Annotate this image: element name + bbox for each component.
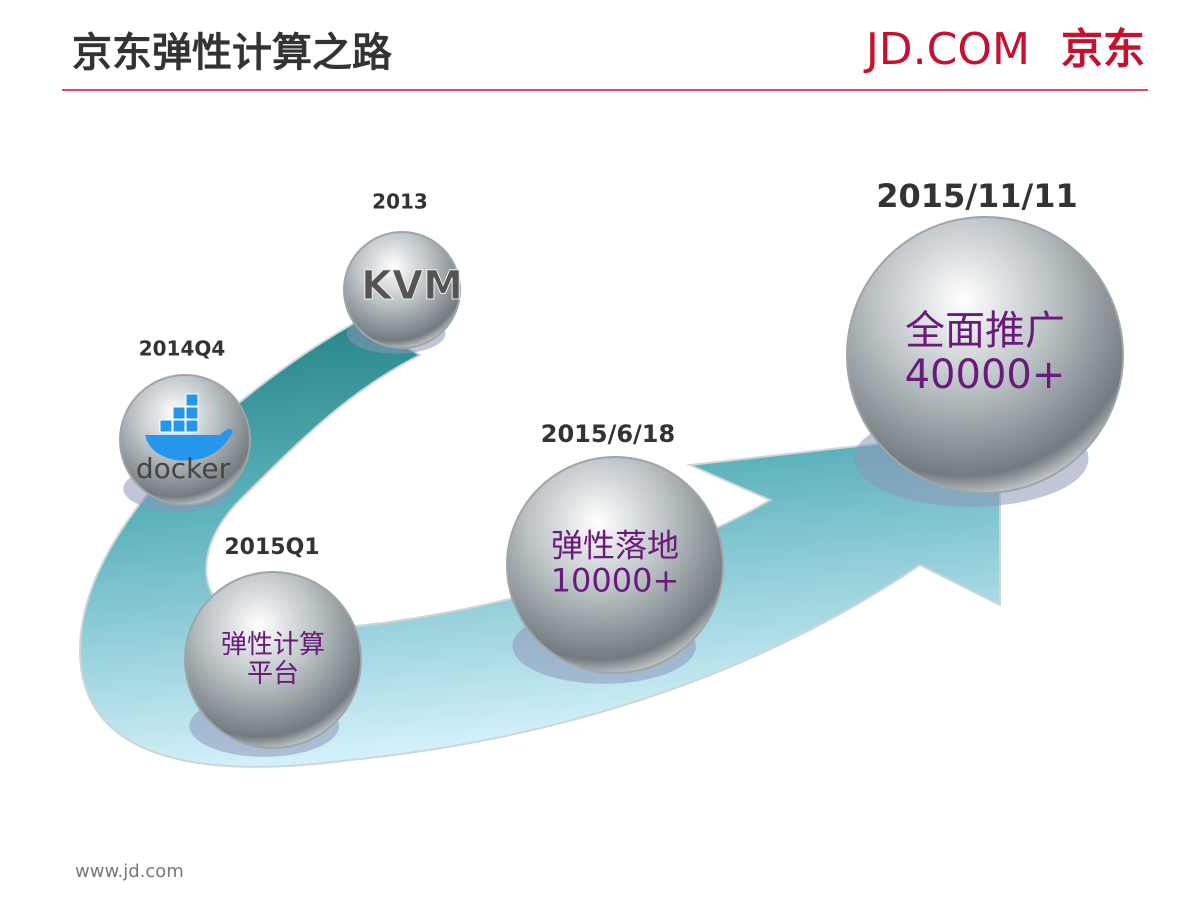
docker-container [172, 406, 186, 420]
milestone-date: 2013 [372, 190, 428, 214]
docker-logo: docker [136, 452, 231, 485]
kvm-logo: KVM [361, 263, 463, 309]
docker-container [185, 406, 199, 420]
docker-container [172, 419, 186, 433]
milestone-label: 10000+ [551, 562, 680, 600]
milestone-ball [506, 456, 724, 674]
logo: JD.COM [863, 24, 1030, 75]
title: 京东弹性计算之路 [72, 30, 393, 76]
docker-container [159, 419, 173, 433]
milestone-label: 全面推广 [905, 308, 1065, 354]
docker-whale [145, 429, 233, 461]
milestone-ball [343, 231, 461, 349]
docker-container [185, 419, 199, 433]
logo-cn: 京东 [1061, 25, 1145, 74]
milestone-label: 弹性落地 [551, 526, 679, 564]
milestone-date: 2015/6/18 [541, 420, 675, 448]
footer-url: www.jd.com [75, 861, 184, 882]
milestone-label: 平台 [247, 659, 299, 689]
milestone-date: 2014Q4 [139, 337, 226, 361]
milestone-ball [846, 216, 1124, 494]
milestone-label: 弹性计算 [221, 630, 325, 660]
milestone-date: 2015Q1 [224, 535, 319, 560]
milestone-date: 2015/11/11 [876, 177, 1078, 215]
milestone-ball [184, 571, 362, 749]
milestone-label: 40000+ [905, 352, 1066, 398]
docker-container [185, 393, 199, 407]
